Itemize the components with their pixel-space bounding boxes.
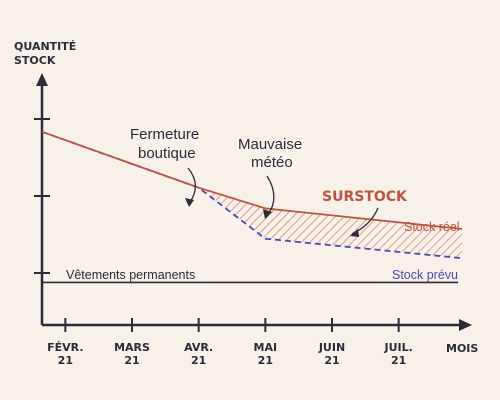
y-axis-label-line1: QUANTITÉ [14,40,76,53]
series-label-forecast: Stock prévu [392,268,458,282]
y-axis-arrow [36,73,48,86]
y-axis-label-line2: STOCK [14,54,56,67]
x-axis-arrow [459,319,472,331]
annotation-closure-line1: Fermeture [130,126,199,143]
baseline-permanent-label: Vêtements permanents [66,268,195,282]
x-tick-label: JUIN [318,341,345,354]
x-tick-label: MARS [114,341,150,354]
annotation-closure-arrowhead [185,198,194,207]
annotation-closure-arrow [187,167,197,203]
annotation-closure-line2: boutique [138,145,196,162]
x-tick-label: AVR. [184,341,213,354]
x-tick-label: 21 [391,354,406,367]
annotation-weather-arrowhead [263,209,272,219]
x-tick-label: 21 [191,354,206,367]
series-line-real [41,130,463,230]
series-label-real: Stock réel [404,220,460,234]
annotation-weather-line2: météo [251,154,293,171]
x-tick-label: 21 [324,354,339,367]
x-tick-label: JUIL. [384,341,413,354]
surplus-pointer-arrowhead [350,229,359,237]
x-tick-label: 21 [124,354,139,367]
series-lines [41,130,463,260]
annotation-weather-line1: Mauvaise [238,136,302,153]
surplus-hatched-area [198,187,462,259]
x-axis-label: MOIS [446,342,478,355]
x-tick-label: FÉVR. [47,341,83,354]
x-axis-ticks [64,318,400,332]
x-tick-label: MAI [254,341,278,354]
surplus-label: SURSTOCK [322,189,408,205]
x-tick-label: 21 [258,354,273,367]
x-tick-label: 21 [58,354,73,367]
